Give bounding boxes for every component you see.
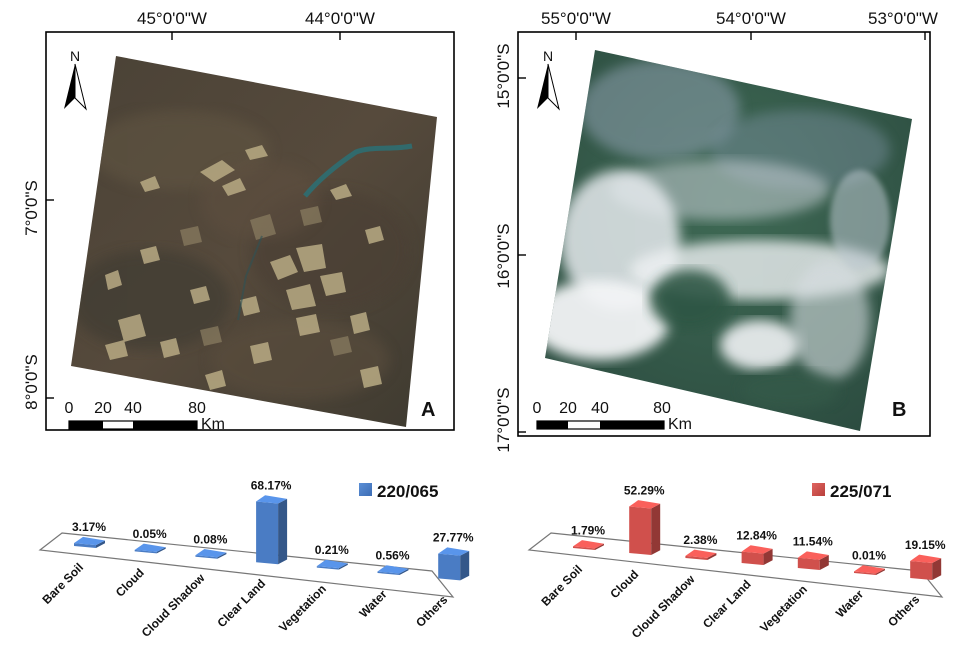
north-label-a: N [70,48,80,64]
category-label-a-clear-land: Clear Land [214,576,268,630]
satellite-scene-a [71,56,437,427]
top-tick-b-0: 55°0'0"W [541,9,611,28]
bar-a-clear-land [256,495,288,565]
value-label-a-clear-land: 68.17% [251,479,292,493]
category-label-a-bare-soil: Bare Soil [39,560,86,607]
bar-a-others [438,547,470,581]
value-label-b-clear-land: 12.84% [736,529,777,543]
legend-a: 220/065 [359,482,438,501]
left-tick-b-0: 15°0'0"S [494,43,513,108]
value-label-a-cloud-shadow: 0.08% [193,532,227,546]
value-label-b-water: 0.01% [852,549,886,563]
category-label-b-water: Water [833,587,866,620]
north-arrow-icon: N [537,48,560,111]
value-label-a-others: 27.77% [433,531,474,545]
value-label-b-cloud-shadow: 2.38% [683,533,717,547]
category-label-b-cloud: Cloud [607,567,641,601]
left-tick-a-0: 7°0'0"S [22,180,41,236]
scale-tick-a-0: 0 [65,400,74,417]
scale-tick-b-3: 80 [653,400,671,417]
scale-unit-b: Km [668,416,692,433]
bar-b-bare-soil [573,540,604,550]
legend-swatch-a [359,483,372,496]
bar-a-vegetation [316,559,348,570]
category-label-b-vegetation: Vegetation [757,582,810,635]
scale-tick-a-2: 40 [124,400,142,417]
category-label-a-cloud-shadow: Cloud Shadow [139,571,208,640]
bar-b-vegetation [797,551,829,570]
left-tick-b-1: 16°0'0"S [494,223,513,288]
bar-b-others [910,554,942,580]
scale-bar-b: 0 20 40 80 Km [533,400,692,433]
scale-tick-b-2: 40 [591,400,609,417]
value-label-a-water: 0.56% [375,549,409,563]
category-label-b-bare-soil: Bare Soil [538,562,585,609]
bar-a-bare-soil [74,536,105,548]
value-label-a-cloud: 0.05% [133,527,167,541]
top-tick-b-2: 53°0'0"W [868,9,938,28]
legend-label-b: 225/071 [830,482,891,501]
bar-a-cloud [134,543,166,554]
category-label-b-others: Others [885,592,922,629]
left-tick-a-1: 8°0'0"S [22,354,41,410]
value-label-b-vegetation: 11.54% [793,535,833,549]
panel-letter-a: A [421,399,435,421]
legend-b: 225/071 [812,482,891,501]
category-label-a-others: Others [413,592,450,629]
bar-b-cloud [629,500,661,555]
map-panel-b: 55°0'0"W 54°0'0"W 53°0'0"W 15°0'0"S 16°0… [494,9,938,453]
legend-label-a: 220/065 [377,482,438,501]
left-tick-b-2: 17°0'0"S [494,387,513,452]
category-label-b-clear-land: Clear Land [700,577,754,631]
bar-b-cloud-shadow [685,549,717,560]
bar-b-water [854,565,885,575]
top-tick-b-1: 54°0'0"W [716,9,786,28]
category-label-a-cloud: Cloud [113,566,147,600]
north-arrow-icon: N [64,48,87,111]
value-label-b-cloud: 52.29% [624,483,665,497]
chart-a: 3.17% 0.05% 0.08% 68.17% 0.21% 0.56% 27.77% Ba… [38,479,474,640]
value-label-a-bare-soil: 3.17% [72,520,106,534]
value-label-b-others: 19.15% [905,538,946,552]
bar-a-cloud-shadow [195,549,227,559]
legend-swatch-b [812,483,825,496]
scale-tick-a-3: 80 [188,400,206,417]
top-tick-a-1: 44°0'0"W [305,9,375,28]
category-label-b-cloud-shadow: Cloud Shadow [629,572,698,641]
category-label-a-vegetation: Vegetation [276,582,329,635]
value-label-b-bare-soil: 1.79% [571,523,605,537]
scale-tick-b-0: 0 [533,400,542,417]
satellite-scene-b [545,50,912,431]
panel-letter-b: B [892,399,906,421]
scale-bar-a: 0 20 40 80 Km [65,400,225,433]
scale-unit-a: Km [201,416,225,433]
scale-tick-a-1: 20 [94,400,112,417]
scale-tick-b-1: 20 [559,400,577,417]
map-panel-a: 45°0'0"W 44°0'0"W 7°0'0"S 8°0'0"S N 0 20… [22,9,455,433]
top-tick-a-0: 45°0'0"W [137,9,207,28]
bar-b-clear-land [741,545,773,565]
bar-a-water [377,565,409,575]
north-label-b: N [543,48,553,64]
chart-b: 1.79%52.29%2.38% 12.84% 11.54%0.01%19.15% … [527,482,946,641]
category-label-a-water: Water [356,587,389,620]
value-label-a-vegetation: 0.21% [315,543,349,557]
